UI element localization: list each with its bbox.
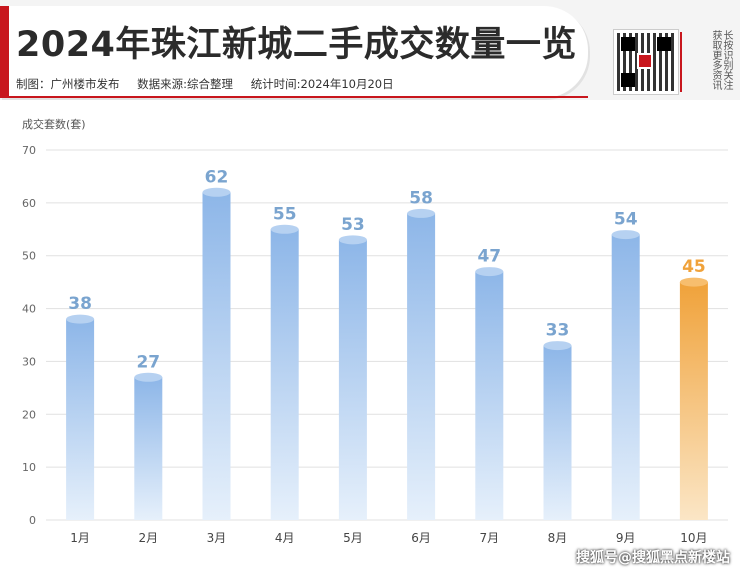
bar-cap <box>134 372 163 382</box>
y-tick-label: 30 <box>22 355 36 368</box>
x-tick-label: 10月 <box>680 531 707 545</box>
x-tick-label: 4月 <box>275 531 295 545</box>
y-tick-label: 70 <box>22 144 36 157</box>
bar-4月 <box>270 229 299 520</box>
data-label: 55 <box>273 204 297 224</box>
title-card <box>0 6 588 98</box>
qr-divider <box>680 32 682 92</box>
data-label: 27 <box>136 352 160 372</box>
x-tick-label: 1月 <box>70 531 90 545</box>
y-tick-label: 20 <box>22 408 36 421</box>
qr-caption: 长按识别关注获取更多资讯 <box>710 30 732 90</box>
subtitle-row: 制图：广州楼市发布 数据来源:综合整理 统计时间:2024年10月20日 <box>16 76 408 92</box>
x-tick-label: 9月 <box>616 531 636 545</box>
data-label: 58 <box>409 188 433 208</box>
qr-code-icon[interactable] <box>613 29 679 95</box>
qr-logo-icon <box>637 53 653 69</box>
bar-5月 <box>338 239 367 520</box>
data-label: 54 <box>614 210 638 230</box>
page-title: 2024年珠江新城二手成交数量一览 <box>16 25 577 65</box>
bar-cap <box>475 267 504 277</box>
y-axis-label: 成交套数(套) <box>22 117 86 131</box>
bar-chart: 成交套数(套) 0 10 20 30 40 50 60 70 38 1月 27 2月 62 3月 55 4月… <box>22 117 728 545</box>
y-tick-label: 40 <box>22 303 36 316</box>
x-tick-label: 5月 <box>343 531 363 545</box>
title-accent-bar <box>0 6 9 98</box>
bar-cap <box>679 277 708 287</box>
y-tick-label: 60 <box>22 197 36 210</box>
bar-1月 <box>66 319 95 520</box>
bar-9月 <box>611 234 640 521</box>
bar-2月 <box>134 377 163 520</box>
x-tick-label: 7月 <box>479 531 499 545</box>
x-tick-label: 6月 <box>411 531 431 545</box>
data-label: 38 <box>68 294 92 314</box>
y-tick-label: 10 <box>22 461 36 474</box>
bar-cap <box>270 224 299 234</box>
x-tick-label: 3月 <box>207 531 227 545</box>
stat-time: 统计时间:2024年10月20日 <box>250 77 394 91</box>
made-by: 制图：广州楼市发布 <box>16 77 120 91</box>
x-tick-label: 8月 <box>548 531 568 545</box>
watermark: 搜狐号@搜狐黑点新楼站 <box>576 550 730 566</box>
bar-cap <box>611 230 640 240</box>
bar-3月 <box>202 192 231 520</box>
title-underline <box>0 96 588 98</box>
bar-cap <box>66 314 95 324</box>
data-label: 47 <box>477 247 501 267</box>
bar-cap <box>202 187 231 197</box>
y-tick-label: 50 <box>22 250 36 263</box>
data-source: 数据来源:综合整理 <box>137 77 234 91</box>
bar-cap <box>338 235 367 245</box>
data-label: 62 <box>205 167 229 187</box>
data-label: 45 <box>682 257 706 277</box>
bar-7月 <box>475 271 504 520</box>
data-label: 53 <box>341 215 365 235</box>
data-label: 33 <box>546 321 570 341</box>
bar-6月 <box>407 213 436 520</box>
bar-cap <box>407 208 436 218</box>
bar-8月 <box>543 345 572 520</box>
y-tick-label: 0 <box>29 514 36 527</box>
x-tick-label: 2月 <box>138 531 158 545</box>
bar-layer: 38 1月 27 2月 62 3月 55 4月 53 5月 58 6月 47 7月 33 8月 54 9月 45 10… <box>66 167 708 545</box>
bar-cap <box>543 341 572 351</box>
bar-10月 <box>679 282 708 520</box>
